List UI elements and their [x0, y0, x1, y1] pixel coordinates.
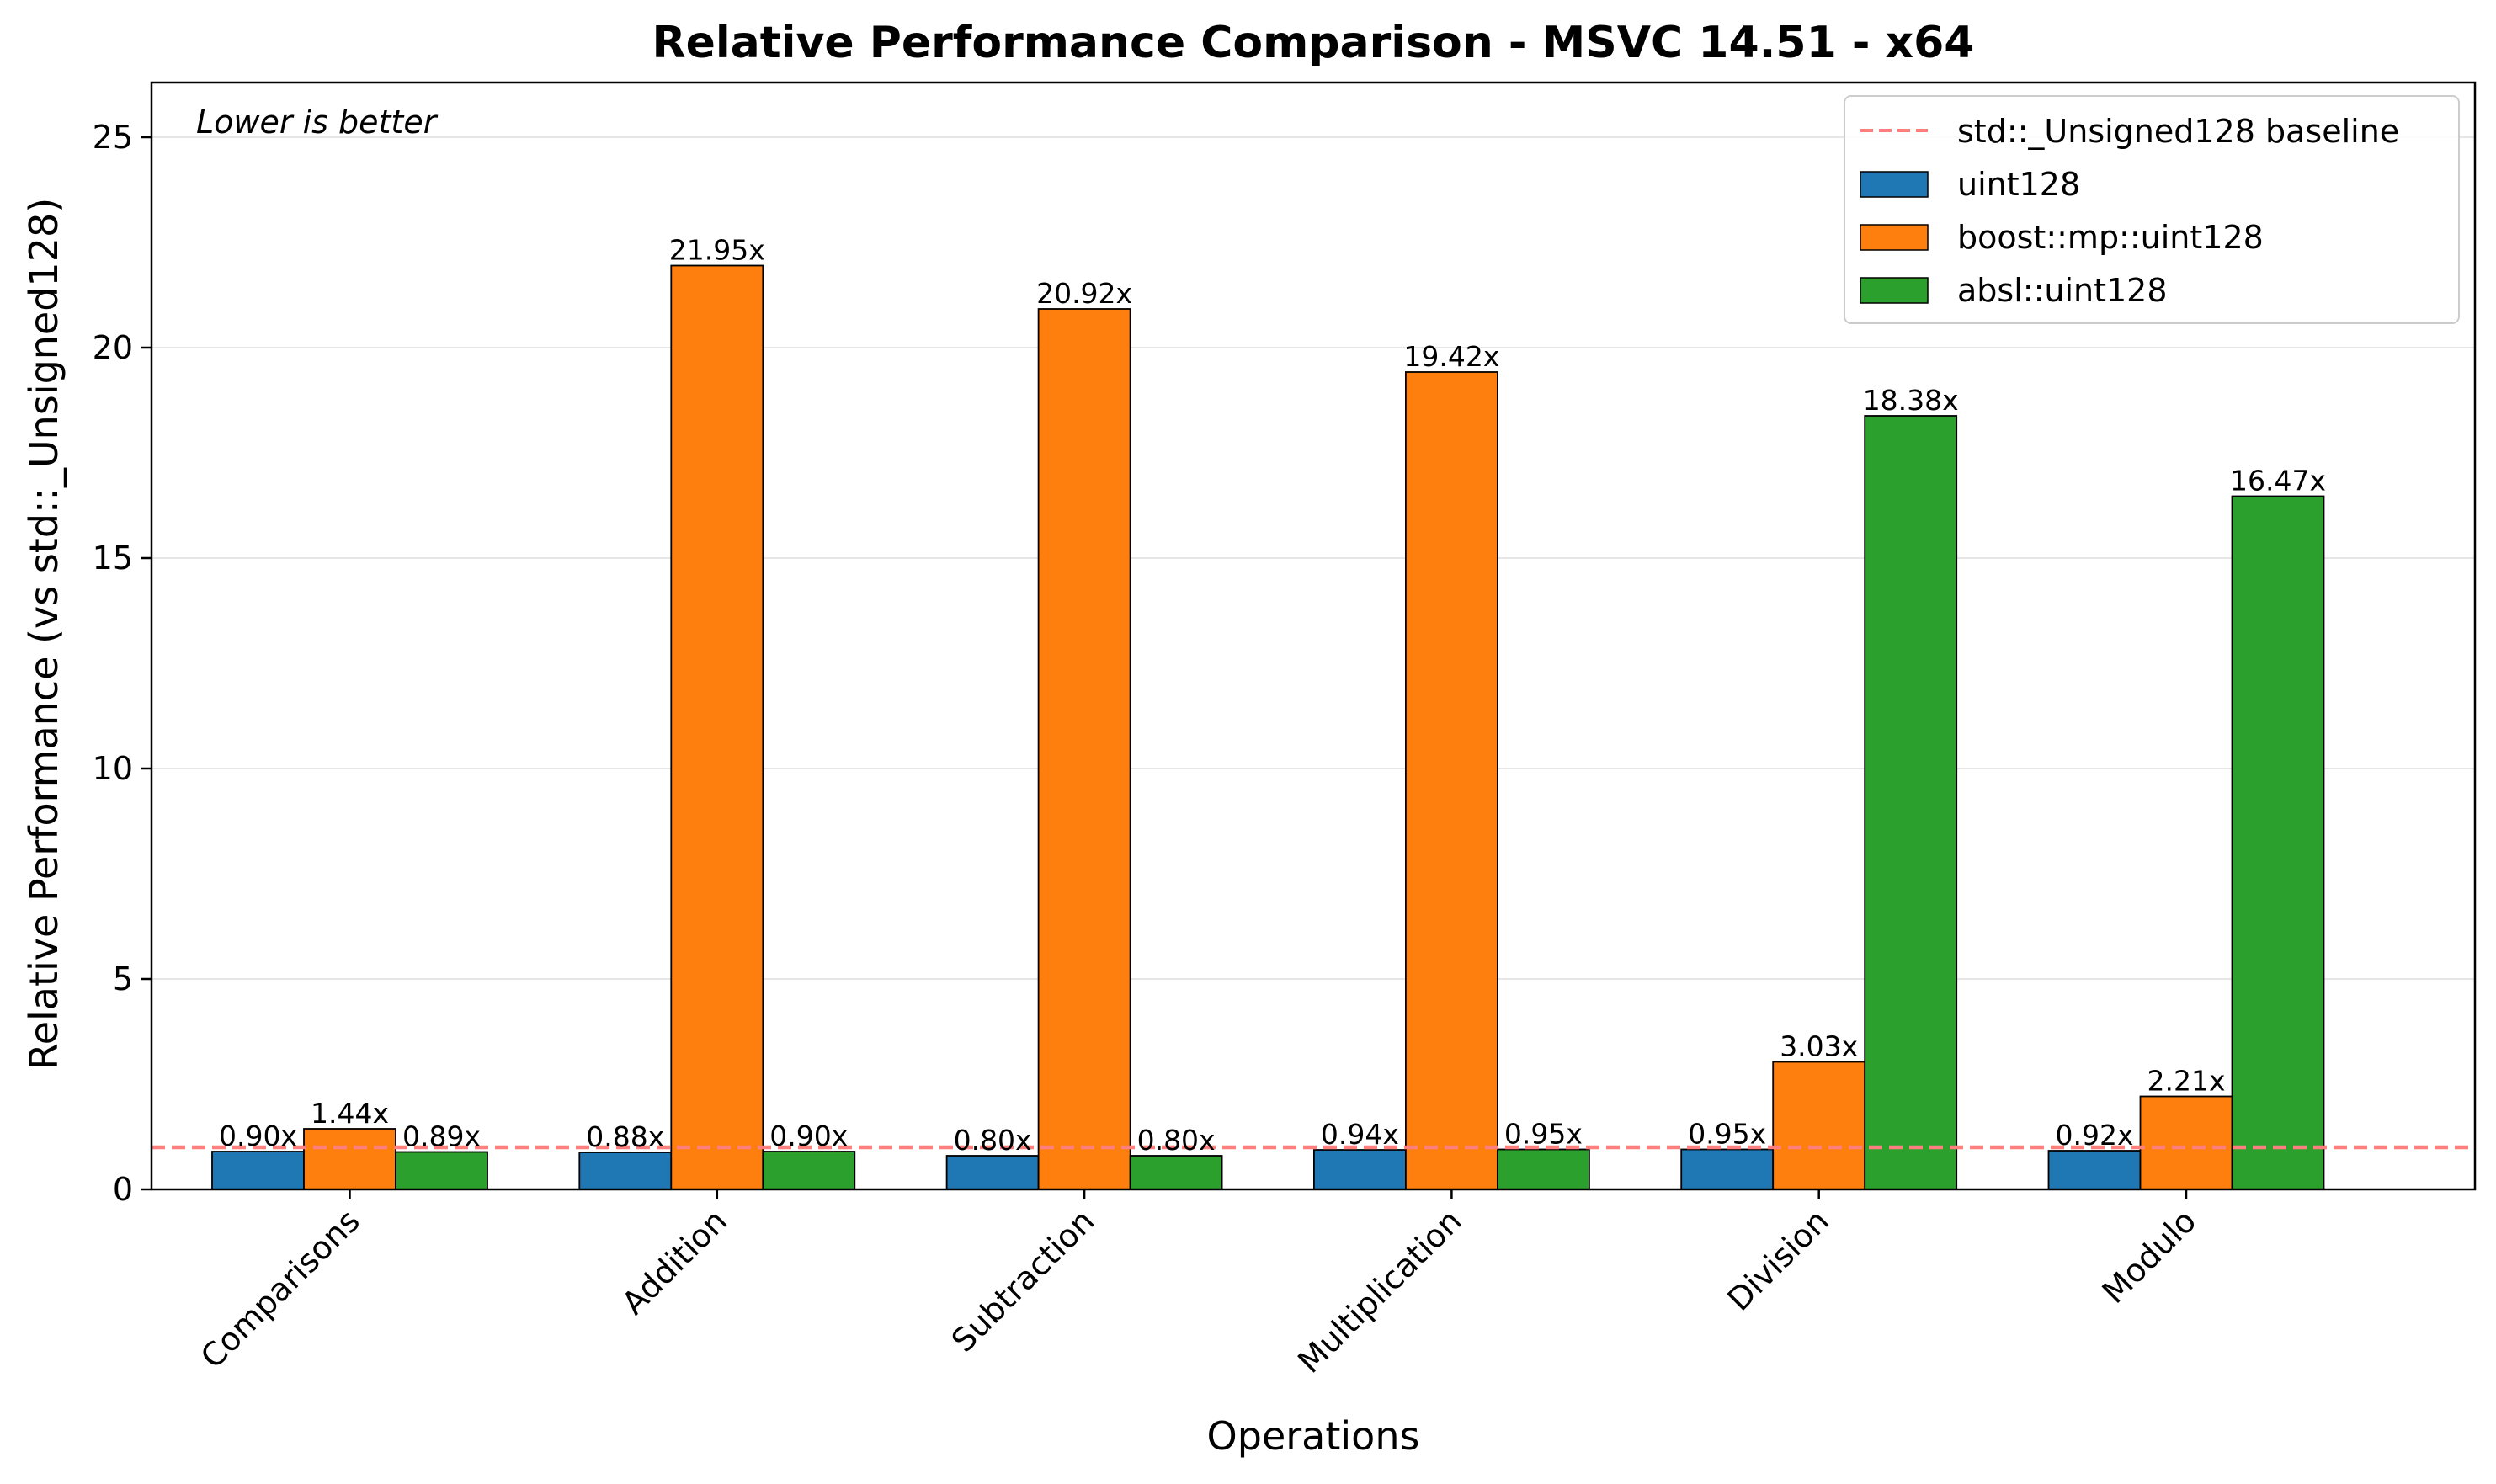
y-tick-label: 20: [93, 329, 133, 366]
data-label: 0.95x: [1504, 1118, 1583, 1151]
lower-is-better-note: Lower is better: [196, 104, 439, 141]
legend-swatch-boost-mp-uint128: [1860, 224, 1929, 251]
data-label: 19.42x: [1403, 340, 1499, 373]
legend-label-baseline: std::_Unsigned128 baseline: [1957, 113, 2399, 150]
bar: [670, 264, 764, 1190]
bar: [1313, 1149, 1407, 1190]
bar: [2139, 1095, 2233, 1190]
bar: [395, 1151, 488, 1190]
y-axis: 0 5 10 15 20 25: [93, 119, 152, 1208]
legend-box: [1844, 95, 2460, 324]
data-label: 18.38x: [1863, 384, 1959, 417]
data-label: 0.94x: [1321, 1118, 1399, 1151]
bar: [1405, 371, 1498, 1190]
data-label: 0.89x: [402, 1120, 481, 1153]
bar: [578, 1152, 673, 1190]
data-label: 16.47x: [2230, 465, 2326, 497]
data-label: 3.03x: [1780, 1030, 1858, 1063]
x-axis-label: Operations: [1207, 1413, 1420, 1459]
bar: [762, 1151, 856, 1190]
bar: [303, 1128, 396, 1190]
data-label: 21.95x: [669, 234, 765, 267]
data-label: 0.80x: [954, 1124, 1032, 1157]
legend-label-boost-mp-uint128: boost::mp::uint128: [1957, 219, 2264, 256]
chart-title: Relative Performance Comparison - MSVC 1…: [652, 18, 1975, 68]
bar: [1497, 1148, 1590, 1190]
y-tick-label: 0: [113, 1171, 133, 1208]
data-label: 1.44x: [311, 1097, 389, 1130]
data-labels: 0.90x 0.88x 0.80x 0.94x 0.95x 0.92x 1.44x 21.95…: [219, 234, 2326, 1157]
bar: [211, 1151, 305, 1190]
legend: std::_Unsigned128 baseline uint128 boost…: [1844, 95, 2460, 324]
data-label: 2.21x: [2147, 1065, 2225, 1098]
legend-swatch-uint128: [1860, 171, 1929, 198]
data-label: 0.88x: [586, 1120, 664, 1153]
data-label: 0.95x: [1688, 1118, 1766, 1151]
grid-lines: [152, 136, 2475, 980]
bar: [1037, 308, 1131, 1190]
data-label: 0.80x: [1137, 1124, 1216, 1157]
y-axis-label: Relative Performance (vs std::_Unsigned1…: [21, 198, 67, 1070]
bar: [1680, 1148, 1775, 1190]
data-label: 0.92x: [2055, 1119, 2133, 1152]
bar: [2047, 1150, 2142, 1190]
y-tick-label: 10: [93, 750, 133, 787]
bars: [211, 264, 2325, 1190]
data-label: 0.90x: [769, 1120, 848, 1152]
plot-frame: [150, 81, 2477, 1191]
legend-label-absl-uint128: absl::uint128: [1957, 272, 2168, 309]
data-label: 20.92x: [1036, 277, 1132, 310]
bar: [1129, 1155, 1223, 1190]
legend-swatch-absl-uint128: [1860, 277, 1929, 304]
legend-label-uint128: uint128: [1957, 166, 2080, 203]
y-tick-label: 15: [93, 540, 133, 577]
y-tick-label: 5: [113, 960, 133, 997]
bar: [1864, 415, 1958, 1190]
bar: [2231, 495, 2325, 1190]
y-tick-label: 25: [93, 119, 133, 156]
bar: [945, 1155, 1040, 1190]
data-label: 0.90x: [219, 1120, 297, 1152]
bar: [1772, 1061, 1866, 1190]
